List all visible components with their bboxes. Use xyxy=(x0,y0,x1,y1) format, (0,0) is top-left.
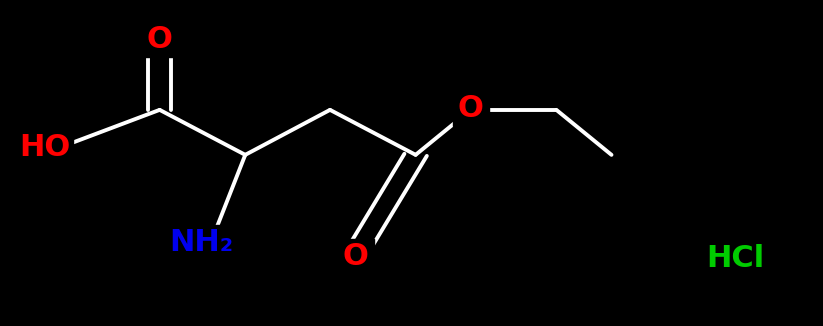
Text: O: O xyxy=(146,25,173,53)
Bar xyxy=(142,21,178,57)
Text: HCl: HCl xyxy=(706,244,764,273)
Text: HO: HO xyxy=(20,133,71,162)
Text: O: O xyxy=(342,242,369,271)
Bar xyxy=(337,239,374,274)
Bar xyxy=(453,90,489,126)
Bar xyxy=(17,129,73,165)
Text: O: O xyxy=(458,94,484,123)
Text: NH₂: NH₂ xyxy=(170,229,234,257)
Bar xyxy=(173,225,230,261)
